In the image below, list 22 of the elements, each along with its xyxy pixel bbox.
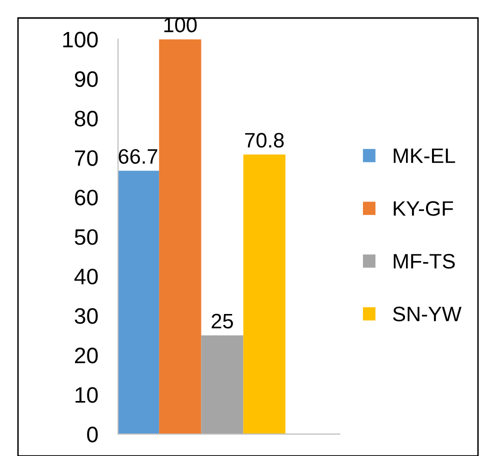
bar	[201, 335, 244, 434]
y-tick-label: 50	[74, 229, 98, 245]
y-tick-label: 30	[74, 308, 98, 324]
y-tick-label: 0	[87, 426, 98, 442]
data-label: 66.7	[118, 149, 158, 164]
y-tick-label: 40	[74, 268, 98, 284]
legend-label: KY-GF	[394, 201, 454, 216]
y-tick-label: 60	[75, 190, 98, 206]
data-label: 70.8	[245, 132, 284, 148]
y-tick-label: 100	[63, 32, 98, 48]
data-label: 25	[212, 314, 233, 328]
y-tick-label: 70	[75, 150, 98, 166]
bar	[159, 39, 202, 434]
legend-label: SN-YW	[393, 306, 462, 322]
bar	[243, 154, 286, 434]
y-tick-label: 90	[74, 71, 98, 87]
legend-label: MF-TS	[394, 254, 455, 269]
bar	[118, 170, 160, 434]
y-tick-label: 10	[76, 387, 98, 403]
legend-label: MK-EL	[394, 148, 456, 163]
y-tick-label: 20	[75, 348, 98, 364]
y-tick-label: 80	[74, 110, 98, 126]
